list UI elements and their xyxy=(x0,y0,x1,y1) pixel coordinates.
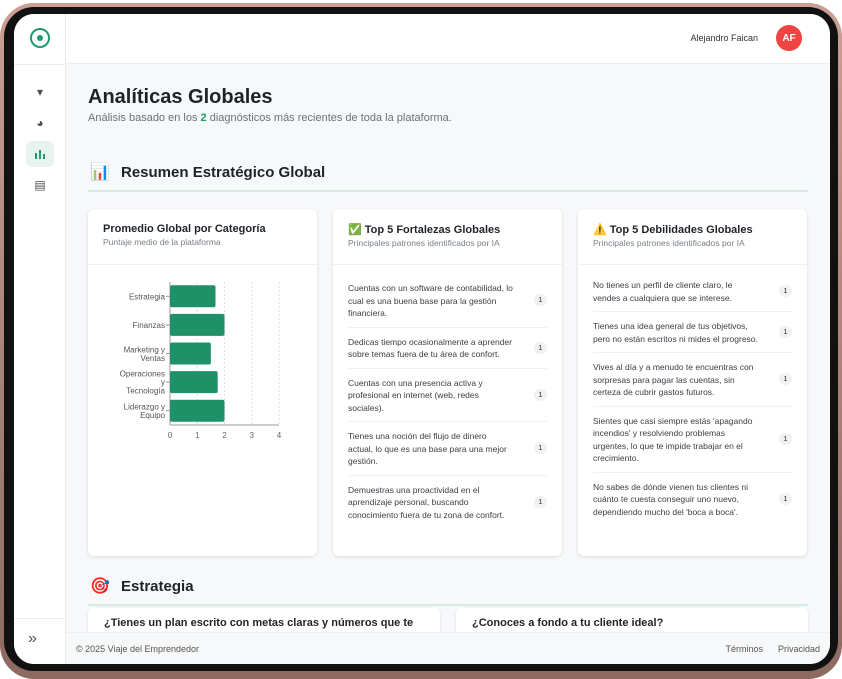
list-item: Cuentas con una presencia activa y profe… xyxy=(348,369,547,422)
item-text: Tienes una noción del flujo de dinero ac… xyxy=(348,431,507,466)
card-title: Promedio Global por Categoría xyxy=(103,223,266,235)
subtitle-text: Análisis basado en los xyxy=(88,112,201,124)
divider xyxy=(14,64,66,65)
strengths-card: ✅ Top 5 Fortalezas Globales Principales p… xyxy=(333,209,562,556)
section-title: Resumen Estratégico Global xyxy=(121,164,326,181)
bar xyxy=(170,371,218,394)
x-tick-label: 1 xyxy=(195,431,200,440)
item-text: Cuentas con un software de contabilidad,… xyxy=(348,283,513,318)
list-item: Vives al día y a menudo te encuentras co… xyxy=(593,353,792,407)
avatar[interactable]: AF xyxy=(776,25,802,51)
page-subtitle: Análisis basado en los 2 diagnósticos má… xyxy=(88,112,452,124)
count-badge: 1 xyxy=(534,442,547,455)
item-text: Tienes una idea general de tus objetivos… xyxy=(593,321,758,344)
footer: © 2025 Viaje del Emprendedor Términos Pr… xyxy=(66,632,830,664)
item-text: Sientes que casi siempre estás 'apagando… xyxy=(593,415,753,464)
count-badge: 1 xyxy=(779,285,792,297)
warning-icon: ⚠️ xyxy=(593,224,607,236)
y-tick-label: Liderazgo y Equipo xyxy=(124,402,166,420)
count-badge: 1 xyxy=(534,294,547,307)
list-item: Dedicas tiempo ocasionalmente a aprender… xyxy=(348,328,547,369)
item-text: Vives al día y a menudo te encuentras co… xyxy=(593,362,754,397)
check-icon: ✅ xyxy=(348,224,362,236)
terms-link[interactable]: Términos xyxy=(725,644,763,654)
weaknesses-card: ⚠️ Top 5 Debilidades Globales Principales… xyxy=(578,209,807,556)
card-subtitle: Principales patrones identificados por I… xyxy=(348,238,500,248)
expand-sidebar-icon[interactable]: » xyxy=(28,630,37,647)
y-tick-label: Finanzas xyxy=(133,321,165,330)
count-badge: 1 xyxy=(534,341,547,354)
item-text: Dedicas tiempo ocasionalmente a aprender… xyxy=(348,336,512,360)
list-item: Tienes una noción del flujo de dinero ac… xyxy=(348,422,547,476)
section-header-strategy: 🎯 Estrategia xyxy=(88,576,808,606)
card-subtitle: Puntaje medio de la plataforma xyxy=(103,237,221,247)
list-item: Cuentas con un software de contabilidad,… xyxy=(348,274,547,328)
bar xyxy=(170,399,225,422)
diagnostic-count: 2 xyxy=(200,112,207,124)
list-item: No tienes un perfil de cliente claro, le… xyxy=(593,271,792,312)
filter-icon[interactable]: ▾ xyxy=(36,85,44,99)
card-subtitle: Principales patrones identificados por I… xyxy=(593,238,745,248)
user-name: Alejandro Faican xyxy=(690,33,758,43)
logo-icon[interactable] xyxy=(30,28,50,48)
bar-chart-icon: 📊 xyxy=(90,164,110,181)
card-title: Top 5 Debilidades Globales xyxy=(609,224,753,236)
question-card[interactable]: ¿Conoces a fondo a tu cliente ideal? xyxy=(456,608,808,632)
section-title: Estrategia xyxy=(121,578,194,595)
bar xyxy=(170,342,211,365)
target-icon: 🎯 xyxy=(90,578,110,595)
count-badge: 1 xyxy=(534,495,547,508)
count-badge: 1 xyxy=(779,433,792,445)
building-icon[interactable]: ▤ xyxy=(34,178,46,192)
page-title: Analíticas Globales xyxy=(88,86,273,108)
chart-card: Promedio Global por Categoría Puntaje med… xyxy=(88,209,317,556)
section-header-summary: 📊 Resumen Estratégico Global xyxy=(88,162,808,192)
count-badge: 1 xyxy=(534,388,547,401)
count-badge: 1 xyxy=(779,373,792,386)
item-text: Demuestras una proactividad en el aprend… xyxy=(348,484,505,520)
y-tick-label: Marketing y Ventas xyxy=(124,345,165,363)
pie-chart-icon[interactable]: ◕ xyxy=(36,116,44,130)
item-text: Cuentas con una presencia activa y profe… xyxy=(348,377,483,413)
question-card[interactable]: ¿Tienes un plan escrito con metas claras… xyxy=(88,608,440,632)
bar xyxy=(170,285,216,308)
x-tick-label: 2 xyxy=(222,431,227,440)
x-tick-label: 0 xyxy=(168,431,173,440)
x-tick-label: 3 xyxy=(250,431,255,440)
top-header: Alejandro Faican AF xyxy=(66,14,830,64)
sidebar: ▾ ◕ ▤ » xyxy=(14,14,66,664)
list-item: Demuestras una proactividad en el aprend… xyxy=(348,476,547,529)
category-bar-chart: 0 1 2 3 4 Estrategia Finanzas Marketing y Ventas… xyxy=(120,282,282,440)
list-item: Tienes una idea general de tus objetivos… xyxy=(593,312,792,353)
item-text: No sabes de dónde vienen tus clientes ni… xyxy=(593,481,748,517)
y-tick-label: Operaciones y Tecnología xyxy=(120,370,166,396)
privacy-link[interactable]: Privacidad xyxy=(777,644,820,654)
x-tick-label: 4 xyxy=(277,431,282,440)
divider xyxy=(14,618,66,619)
subtitle-text: diagnósticos más recientes de toda la pl… xyxy=(206,112,452,124)
list-item: No sabes de dónde vienen tus clientes ni… xyxy=(593,473,792,526)
app-screen: ▾ ◕ ▤ » Alejandro Faican AF Analíticas G… xyxy=(14,14,830,664)
bar xyxy=(170,313,225,336)
bar-chart-icon[interactable] xyxy=(26,141,54,167)
list-item: Sientes que casi siempre estás 'apagando… xyxy=(593,407,792,473)
y-tick-label: Estrategia xyxy=(129,292,166,301)
item-text: No tienes un perfil de cliente claro, le… xyxy=(593,280,733,303)
count-badge: 1 xyxy=(779,492,792,505)
copyright: © 2025 Viaje del Emprendedor xyxy=(76,644,200,654)
count-badge: 1 xyxy=(779,326,792,338)
card-title: Top 5 Fortalezas Globales xyxy=(364,224,501,236)
